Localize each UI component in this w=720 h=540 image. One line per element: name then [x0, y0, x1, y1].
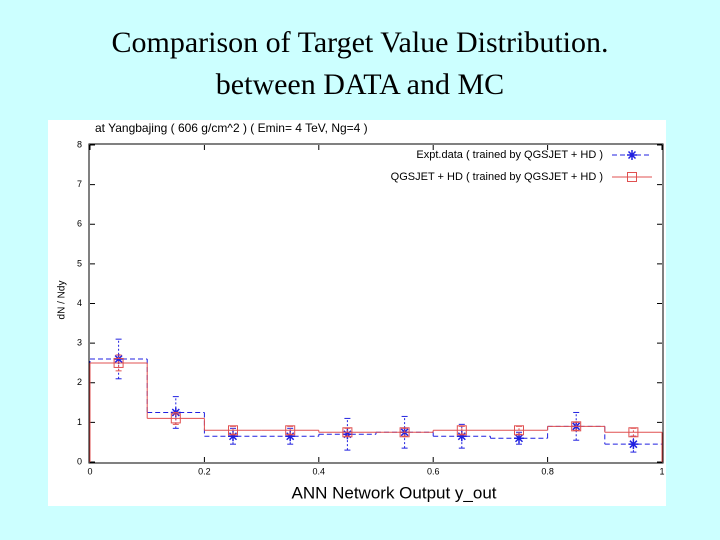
- star-marker: [628, 439, 639, 450]
- y-tick-label: 5: [77, 258, 82, 268]
- square-marker: [628, 427, 639, 438]
- slide-title: Comparison of Target Value Distribution.: [111, 26, 608, 59]
- x-tick-label: 1: [659, 466, 664, 476]
- y-tick-label: 7: [77, 179, 82, 189]
- square-marker: [228, 425, 238, 436]
- square-marker: [399, 427, 410, 438]
- star-marker: [228, 431, 238, 442]
- y-tick-label: 1: [77, 417, 82, 427]
- square-marker: [113, 357, 124, 368]
- chart-header: at Yangbajing ( 606 g/cm^2 ) ( Emin= 4 T…: [95, 121, 368, 135]
- y-tick-label: 0: [77, 456, 82, 466]
- legend-label: Expt.data ( trained by QGSJET + HD ): [416, 149, 603, 161]
- plot-frame: [88, 143, 664, 464]
- square-marker: [170, 413, 181, 424]
- y-tick-label: 8: [77, 139, 82, 149]
- legend-label: QGSJET + HD ( trained by QGSJET + HD ): [391, 171, 603, 183]
- star-marker: [514, 433, 524, 444]
- star-marker: [285, 431, 296, 442]
- square-marker: [456, 425, 467, 436]
- y-tick-label: 6: [77, 219, 82, 229]
- chart-background: [48, 120, 666, 506]
- slide-title: between DATA and MC: [216, 68, 504, 101]
- x-axis-label: ANN Network Output y_out: [291, 483, 496, 502]
- legend-marker: [627, 150, 637, 160]
- square-marker: [514, 425, 524, 436]
- y-tick-label: 4: [77, 298, 82, 308]
- x-tick-label: 0.8: [541, 466, 554, 476]
- y-axis-label: dN / Ndy: [57, 281, 68, 320]
- x-tick-label: 0.4: [313, 466, 326, 476]
- square-marker: [342, 427, 353, 438]
- star-marker: [113, 353, 124, 364]
- square-marker: [285, 425, 296, 436]
- x-tick-label: 0.6: [427, 466, 440, 476]
- square-marker: [571, 421, 582, 432]
- x-tick-label: 0: [87, 466, 92, 476]
- y-tick-label: 2: [77, 377, 82, 387]
- star-marker: [456, 431, 467, 442]
- x-tick-label: 0.2: [198, 466, 211, 476]
- legend-marker: [627, 172, 637, 182]
- y-tick-label: 3: [77, 338, 82, 348]
